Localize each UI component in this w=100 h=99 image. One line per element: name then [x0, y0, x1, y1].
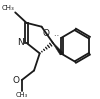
- Text: N: N: [17, 38, 24, 47]
- Text: O: O: [13, 76, 20, 85]
- Polygon shape: [53, 43, 63, 55]
- Text: CH₃: CH₃: [2, 5, 14, 11]
- Text: CH₃: CH₃: [16, 92, 28, 98]
- Text: ··: ··: [54, 32, 62, 41]
- Text: O: O: [42, 29, 50, 38]
